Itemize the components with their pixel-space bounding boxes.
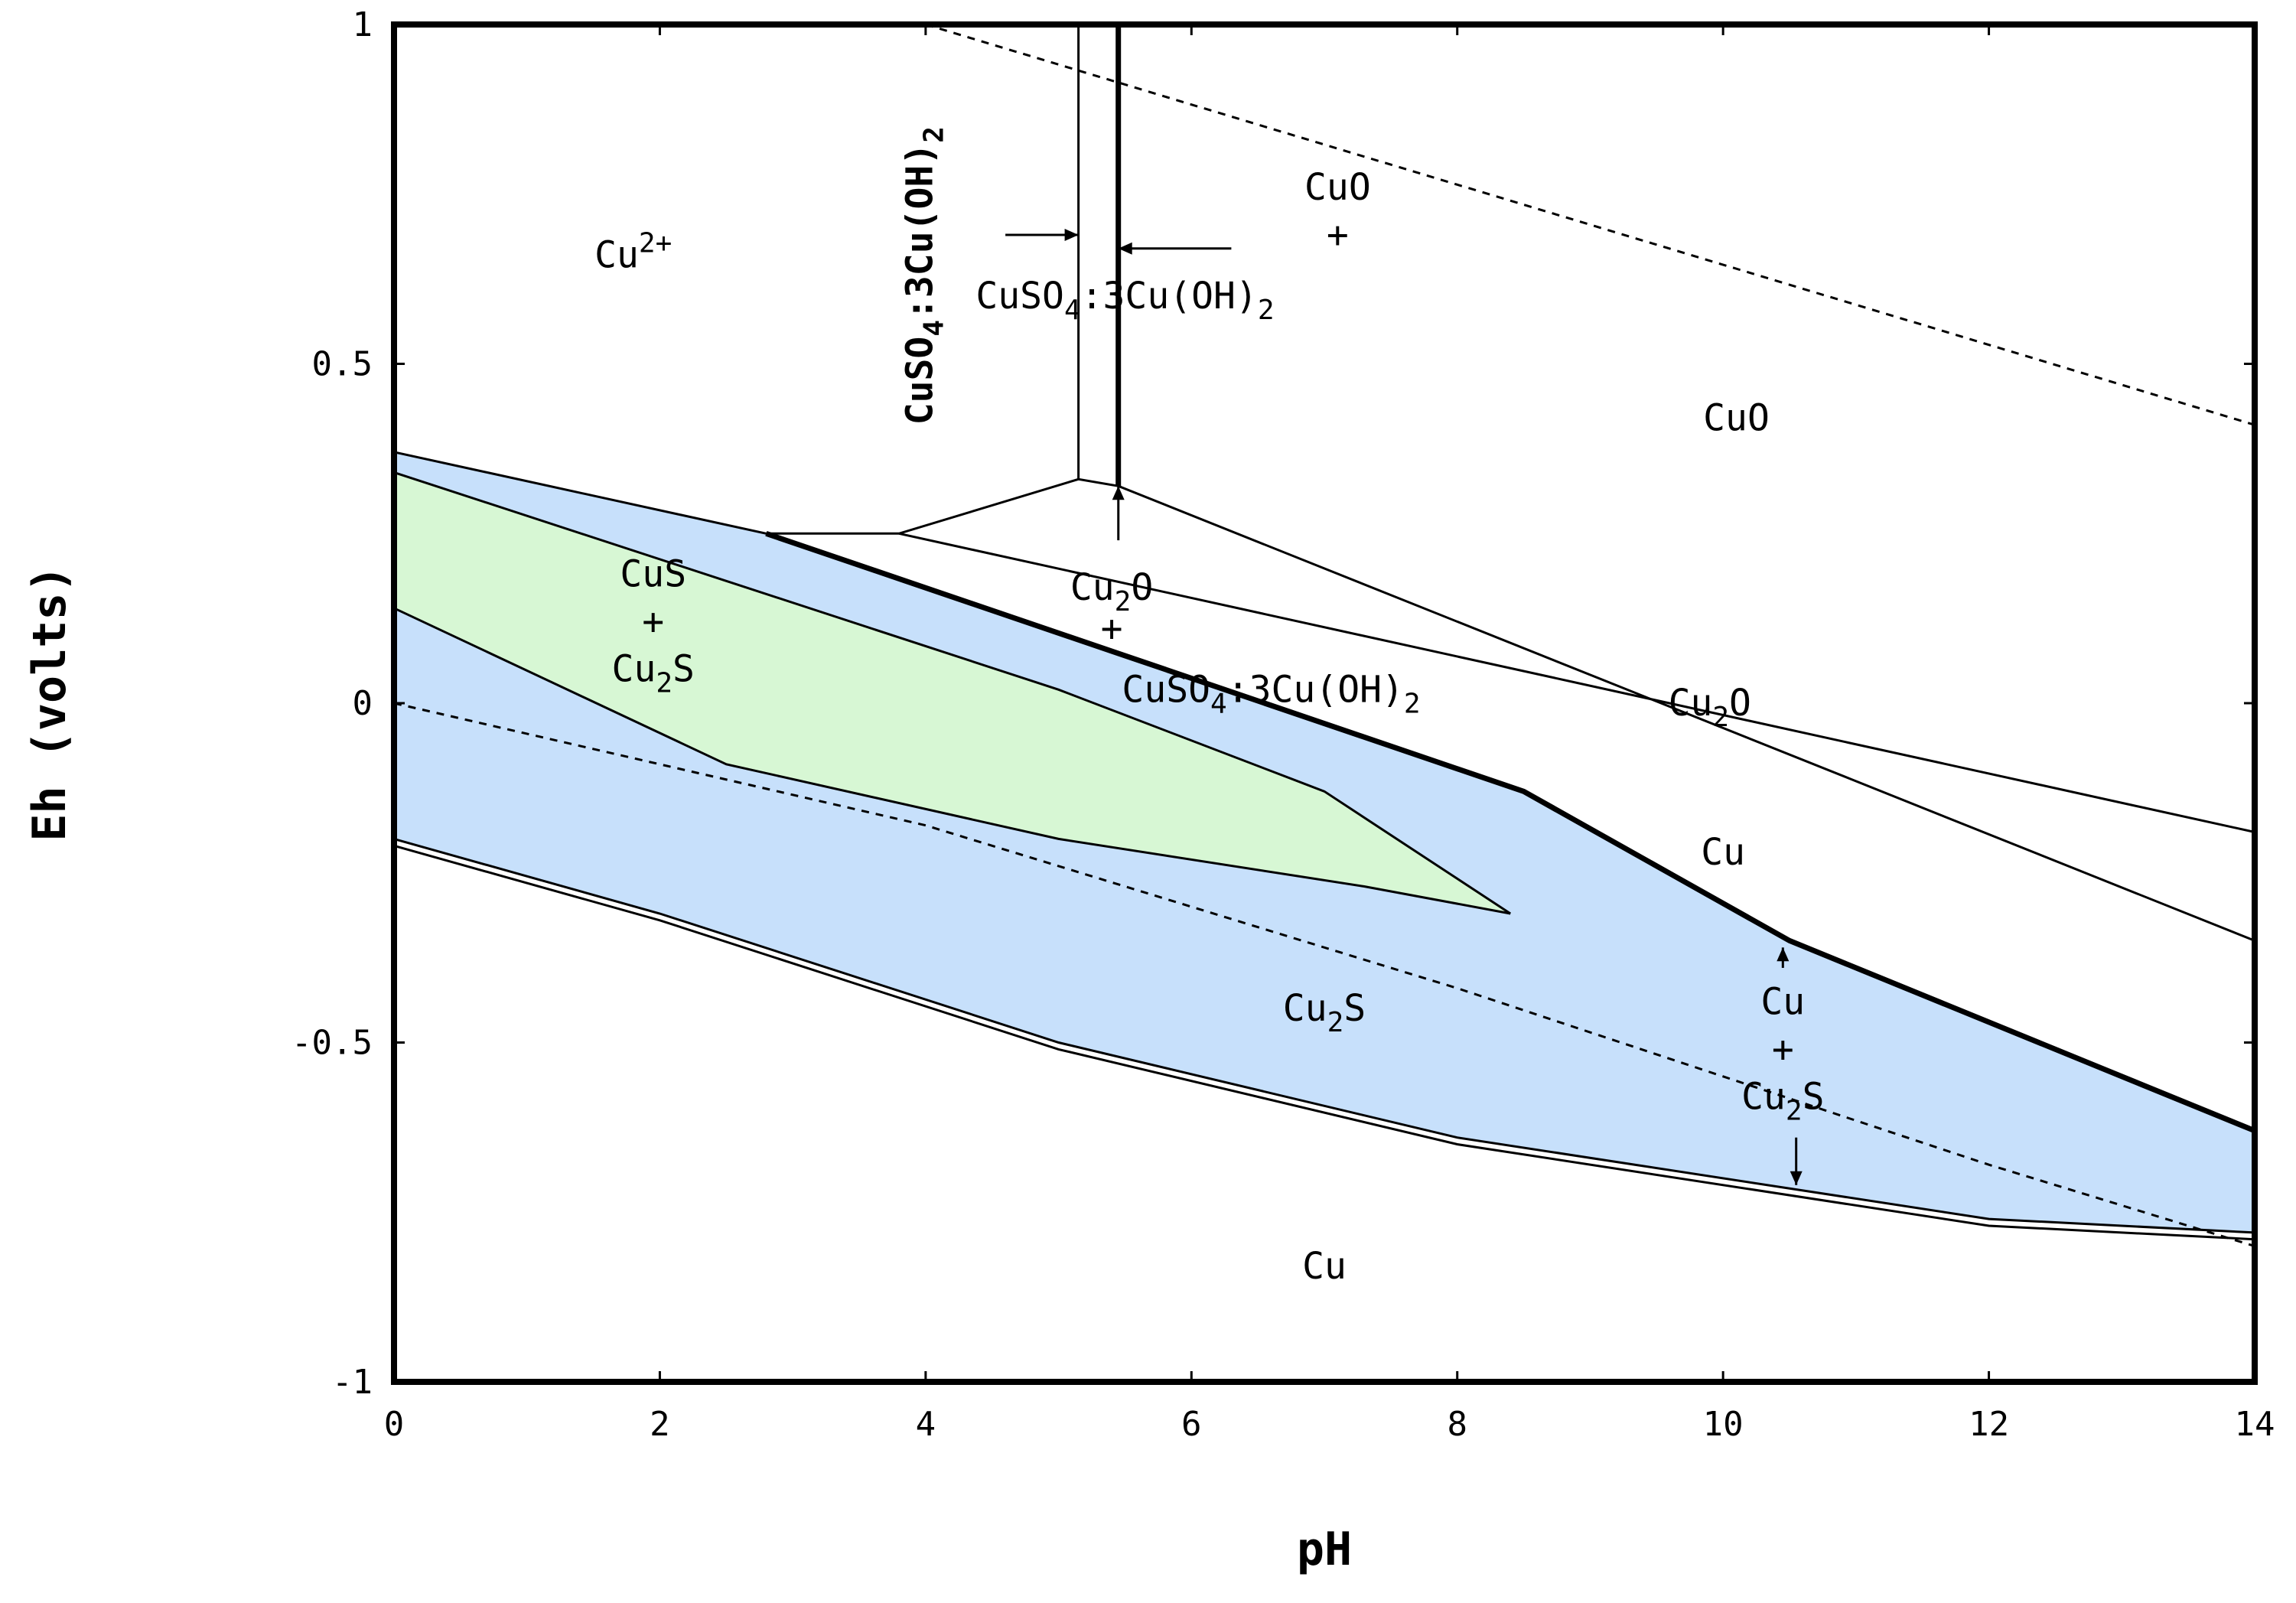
arrow-head-2 [1112,486,1125,500]
region-label: Cu [1701,831,1745,874]
green-field [394,472,1511,914]
water-stability-line-12 [393,702,2255,1248]
x-tick-label: 2 [650,1405,670,1444]
arrow-head-1 [1118,242,1132,255]
x-tick-label: 12 [1969,1405,2009,1444]
boundary-line-4 [393,837,2255,1234]
region-label: + [1327,213,1349,256]
x-tick-label: 6 [1181,1405,1202,1444]
boundary-line-10 [1118,484,2255,942]
x-tick-label: 0 [384,1405,405,1444]
region-label: Cu [1302,1245,1347,1288]
axis-ticks: 0 2 4 6 8 10 12 14 1 0.5 0 -0.5 -1 [291,5,2275,1444]
boundary-line-9 [898,532,2255,833]
region-label: Cu2O [1669,682,1751,733]
boundary-line-0 [765,530,2256,1134]
region-label: Cu [1760,980,1805,1023]
region-label: Cu2S [1283,987,1366,1038]
region-label: CuSO4:3Cu(OH)2 [975,275,1274,326]
region-label: Cu2O [1070,566,1153,617]
arrow-head-4 [1790,1171,1803,1185]
y-tick-label: -0.5 [291,1024,373,1063]
region-label: CuS [620,552,686,595]
region-label: CuO [1703,396,1770,439]
arrow-head-3 [1777,947,1790,962]
region-labels: Cu2+CuO+CuSO4:3Cu(OH)2CuOCuS+Cu2SCu2O+Cu… [594,126,1824,1288]
region-label: Cu2S [1741,1075,1824,1126]
region-label: Cu2+ [594,228,672,277]
arrows [1005,229,1803,1185]
y-tick-label: 0 [353,684,373,723]
x-tick-label: 8 [1447,1405,1467,1444]
y-tick-label: 1 [353,5,373,44]
x-tick-label: 14 [2235,1405,2275,1444]
region-label: CuSO4:3Cu(OH)2 [1122,668,1420,719]
region-label: + [642,601,664,643]
y-tick-label: 0.5 [312,345,373,384]
stability-fields [394,451,2255,1233]
water-stability-line-11 [925,23,2255,426]
x-tick-label: 10 [1703,1405,1744,1444]
region-label: + [1101,607,1123,650]
x-axis-title: pH [1297,1523,1352,1576]
region-label: CuO [1304,166,1371,209]
y-tick-label: -1 [332,1363,373,1402]
rotated-region-label: CuSO4:3Cu(OH)2 [899,126,950,425]
boundary-line-5 [393,844,2255,1241]
region-label: + [1772,1028,1794,1070]
y-axis-title: Eh (volts) [23,565,77,841]
region-label: Cu2S [612,648,695,699]
x-tick-label: 4 [916,1405,936,1444]
boundary-line-1 [393,451,767,535]
boundary-line-3 [393,607,1511,915]
arrow-head-0 [1064,229,1079,241]
boundary-lines [393,23,2256,1248]
boundary-line-8 [766,477,1119,535]
boundary-line-2 [393,471,1512,915]
